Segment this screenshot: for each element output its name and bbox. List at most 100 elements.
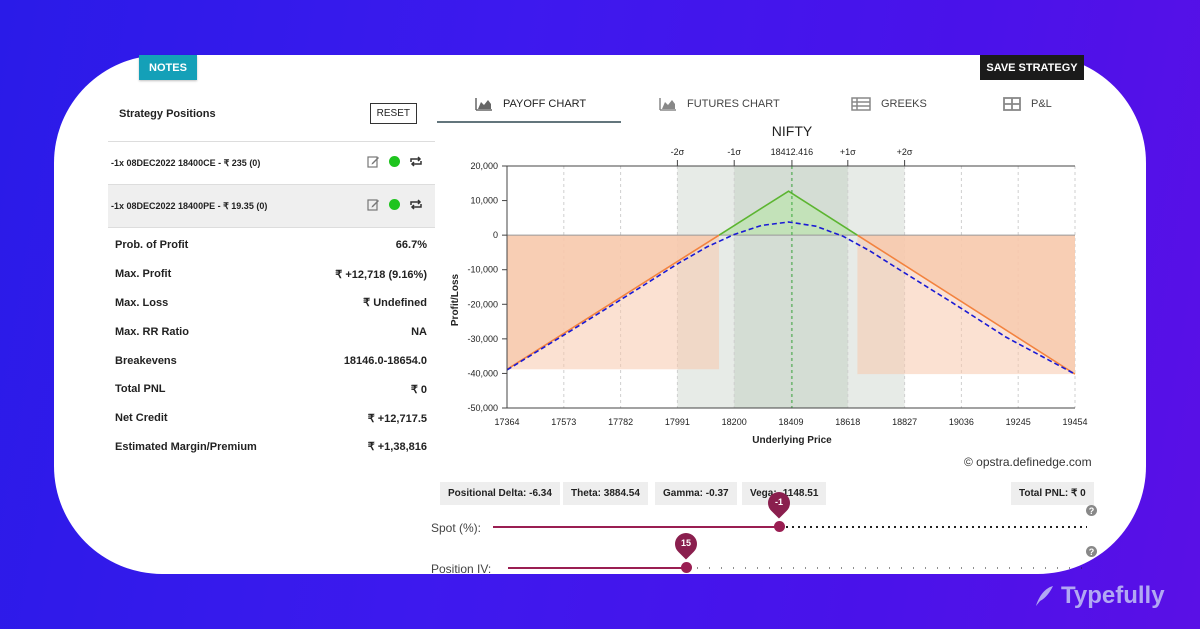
expiry-payoff-line-left [506,234,720,370]
spot-value-text: -1 [774,497,783,507]
stat-value: ₹ Undefined [363,297,427,310]
swap-icon[interactable] [409,155,423,168]
iv-slider-label: Position IV: [431,562,492,576]
tab-futures-chart[interactable]: FUTURES CHART [659,86,780,122]
y-tick-label: -30,000 [467,334,498,344]
active-tab-indicator [437,121,621,123]
tab-label: P&L [1031,98,1052,110]
y-tick-label: 0 [493,230,498,240]
stat-value: 66.7% [395,239,427,252]
spot-label: 18412.416 [771,147,814,157]
tab-greeks[interactable]: GREEKS [851,86,927,122]
sigma-label: +1σ [840,147,856,157]
reset-button[interactable]: RESET [369,103,417,124]
total-pnl-metric: Total PNL: ₹ 0 [1011,482,1094,505]
x-tick-label: 17573 [551,417,576,427]
y-tick-label: -50,000 [467,403,498,413]
position-label: -1x 08DEC2022 18400CE - ₹ 235 (0) [111,157,261,168]
stat-label: Breakevens [115,354,177,367]
stat-label: Net Credit [115,412,168,425]
stat-label: Estimated Margin/Premium [115,440,257,453]
watermark-text: Typefully [1061,582,1165,609]
area-chart-icon [659,98,676,111]
stat-label: Max. RR Ratio [115,325,189,338]
spot-slider-thumb[interactable] [774,521,785,532]
chart-tabs: PAYOFF CHART FUTURES CHART GREEKS P&L [437,86,1093,122]
t0-payoff-line [506,221,1076,375]
spot-slider-track[interactable] [490,521,1090,533]
stat-value: ₹ +12,717.5 [367,412,427,425]
quill-icon [1036,586,1053,606]
sigma-label: +2σ [897,147,913,157]
stat-label: Max. Profit [115,268,172,281]
chart-title: NIFTY [772,123,813,139]
active-status-icon[interactable] [389,156,400,167]
position-label: -1x 08DEC2022 18400PE - ₹ 19.35 (0) [111,200,268,211]
positions-header: Strategy Positions RESET [108,86,435,142]
stat-row: Breakevens 18146.0-18654.0 [108,346,435,375]
x-tick-label: 17991 [665,417,690,427]
tab-pnl[interactable]: P&L [1003,86,1052,122]
grid-icon [1003,97,1021,111]
x-tick-label: 18618 [835,417,860,427]
position-row[interactable]: -1x 08DEC2022 18400CE - ₹ 235 (0) [108,142,435,185]
stat-row: Estimated Margin/Premium ₹ +1,38,816 [108,433,435,462]
table-icon [851,97,871,111]
y-tick-label: 10,000 [470,196,498,206]
sigma-label: -2σ [671,147,685,157]
stat-row: Max. Profit ₹ +12,718 (9.16%) [108,260,435,289]
sigma-label: -1σ [727,147,741,157]
panel-title: Strategy Positions [119,107,216,120]
stat-label: Total PNL [115,383,166,396]
y-tick-label: -40,000 [467,368,498,378]
source-credit: © opstra.definedge.com [964,455,1092,469]
tab-payoff-chart[interactable]: PAYOFF CHART [475,86,586,122]
y-tick-label: -20,000 [467,299,498,309]
x-tick-label: 18200 [722,417,747,427]
x-tick-label: 18827 [892,417,917,427]
stat-value: NA [411,325,427,338]
x-tick-label: 19036 [949,417,974,427]
profit-area [719,191,858,236]
iv-value-text: 15 [680,538,691,548]
strategy-positions-panel: Strategy Positions RESET -1x 08DEC2022 1… [108,86,435,460]
position-row[interactable]: -1x 08DEC2022 18400PE - ₹ 19.35 (0) [108,185,435,228]
expiry-payoff-line-right [856,234,1076,375]
spot-slider-label: Spot (%): [431,521,482,535]
x-axis-label: Underlying Price [752,435,832,446]
notes-button[interactable]: NOTES [139,55,197,80]
tab-label: FUTURES CHART [687,98,780,110]
save-strategy-button[interactable]: SAVE STRATEGY [980,55,1084,80]
x-tick-label: 19245 [1006,417,1031,427]
edit-icon[interactable] [367,155,380,168]
edit-icon[interactable] [367,198,380,211]
x-tick-label: 18409 [778,417,803,427]
delta-metric: Positional Delta: -6.34 [440,482,560,505]
swap-icon[interactable] [409,198,423,211]
stat-value: 18146.0-18654.0 [343,354,427,367]
strategy-stats: Prob. of Profit 66.7% Max. Profit ₹ +12,71… [108,228,435,461]
stat-row: Max. RR Ratio NA [108,317,435,346]
y-axis-label: Profit/Loss [450,273,461,326]
tab-label: PAYOFF CHART [503,98,587,110]
help-icon[interactable]: ? [1086,505,1097,516]
area-chart-icon [475,98,492,111]
stat-label: Max. Loss [115,296,169,309]
help-icon[interactable]: ? [1086,546,1097,557]
payoff-chart[interactable]: NIFTY 17364 17573 17782 17991 18200 18409 1861… [437,118,1117,470]
x-tick-label: 17782 [608,417,633,427]
stat-row: Prob. of Profit 66.7% [108,231,435,260]
typefully-watermark: Typefully [1033,582,1165,610]
active-status-icon[interactable] [389,199,400,210]
y-tick-label: -10,000 [467,265,498,275]
theta-metric: Theta: 3884.54 [563,482,648,505]
stat-row: Max. Loss ₹ Undefined [108,289,435,318]
stat-row: Net Credit ₹ +12,717.5 [108,404,435,433]
iv-slider-thumb[interactable] [681,562,692,573]
iv-slider-track[interactable] [505,562,1105,574]
x-tick-label: 19454 [1062,417,1087,427]
stat-value: ₹ 0 [410,383,427,396]
tab-label: GREEKS [881,98,927,110]
stat-value: ₹ +12,718 (9.16%) [335,268,427,281]
y-tick-label: 20,000 [470,161,498,171]
